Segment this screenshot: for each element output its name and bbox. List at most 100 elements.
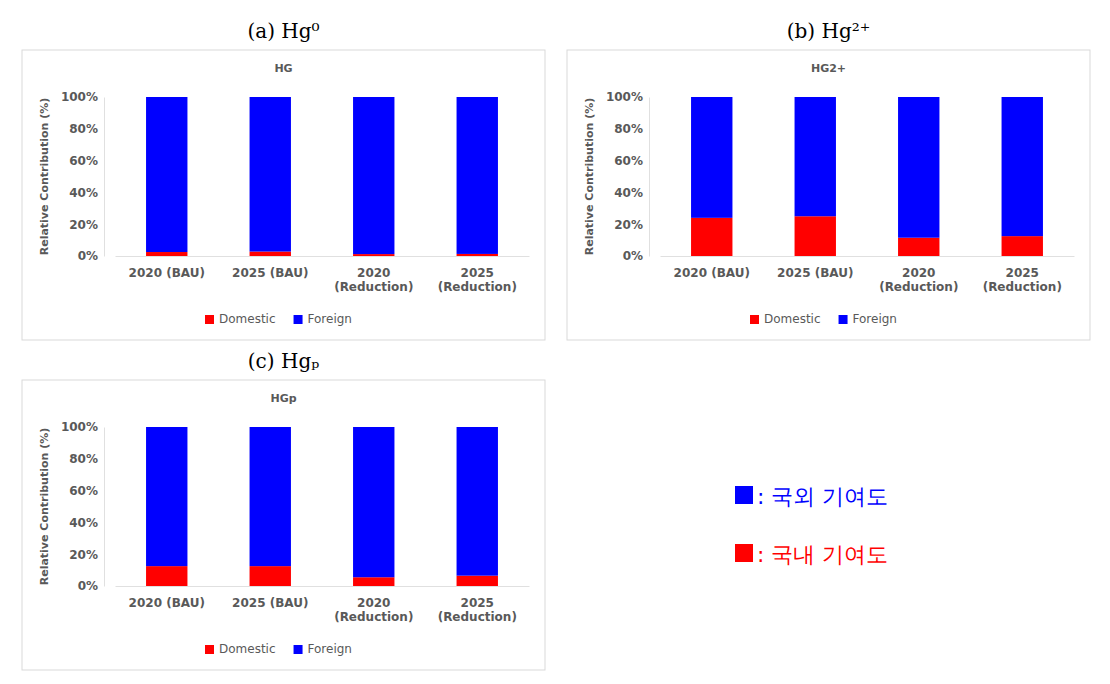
x-axis: 2020 (BAU)2025 (BAU)2020(Reduction)2025(…: [116, 256, 530, 294]
x-tick-label: 2020(Reduction): [334, 266, 413, 294]
bar-segment: [457, 576, 498, 586]
x-tick: 2020 (BAU): [674, 256, 750, 280]
y-tick-label: 60%: [69, 484, 98, 498]
chart-title: HGp: [270, 392, 296, 405]
y-tick: 0%: [78, 249, 104, 263]
bars: [146, 427, 498, 586]
y-tick: 40%: [69, 516, 104, 530]
bar-segment: [898, 238, 939, 256]
x-tick: 2025 (BAU): [777, 256, 853, 280]
y-tick: 20%: [69, 218, 104, 232]
legend-swatch: [205, 645, 214, 654]
legend-swatch: [750, 315, 759, 324]
x-axis: 2020 (BAU)2025 (BAU)2020(Reduction)2025(…: [116, 586, 530, 624]
bar-segment: [353, 97, 394, 254]
x-tick-label: 2025(Reduction): [983, 266, 1062, 294]
legend-swatch: [294, 315, 303, 324]
legend-label: Domestic: [764, 312, 821, 326]
x-tick-label-line: (Reduction): [983, 280, 1062, 294]
chart-title: HG: [274, 62, 292, 75]
bar-segment: [898, 97, 939, 238]
bars: [146, 97, 498, 256]
x-tick: 2025(Reduction): [983, 256, 1062, 294]
legend: DomesticForeign: [205, 312, 352, 326]
y-tick-label: 100%: [606, 90, 643, 104]
y-tick: 20%: [69, 548, 104, 562]
y-tick-label: 20%: [69, 218, 98, 232]
bar-segment: [250, 97, 291, 252]
legend-item: Foreign: [294, 312, 352, 326]
y-axis-title: Relative Contribution (%): [38, 98, 51, 256]
x-tick: 2020 (BAU): [129, 586, 205, 610]
y-tick: 80%: [614, 122, 649, 136]
chart-frame: [22, 380, 545, 670]
x-tick: 2020(Reduction): [334, 256, 413, 294]
bar-segment: [353, 577, 394, 586]
x-tick-label-line: (Reduction): [334, 280, 413, 294]
y-axis: 0% 20% 40% 60% 80% 100%: [61, 90, 105, 263]
y-tick-label: 40%: [69, 516, 98, 530]
y-tick-label: 60%: [614, 154, 643, 168]
chart: HGp 0% 20% 40% 60% 80% 100% Relative Contributi…: [22, 380, 545, 670]
y-axis-line: [649, 98, 650, 257]
legend-label: Foreign: [308, 312, 352, 326]
bar-segment: [795, 97, 836, 216]
x-axis-line: [116, 586, 530, 587]
y-tick-label: 40%: [69, 186, 98, 200]
x-tick: 2025(Reduction): [438, 586, 517, 624]
y-tick: 40%: [69, 186, 104, 200]
legend-swatch: [205, 315, 214, 324]
x-tick-label: 2025(Reduction): [438, 596, 517, 624]
bar-segment: [691, 97, 732, 218]
x-tick-label-line: 2025: [1006, 266, 1039, 280]
legend: Domestic Foreign: [205, 642, 352, 656]
y-tick: 60%: [69, 154, 104, 168]
chart-frame: [22, 50, 545, 340]
y-axis: 0% 20% 40% 60% 80% 100%: [61, 420, 105, 593]
y-tick: 60%: [614, 154, 649, 168]
key-swatch: [735, 486, 753, 504]
x-tick-label-line: 2025: [461, 596, 494, 610]
key-item: : 국외 기여도: [735, 484, 888, 509]
x-tick-label: 2020 (BAU): [129, 596, 205, 610]
y-tick: 0%: [623, 249, 649, 263]
chart: HG2+0%20%40%60%80%100%Relative Contribut…: [567, 50, 1090, 340]
y-tick: 80%: [69, 122, 104, 136]
bar-segment: [691, 218, 732, 256]
y-tick: 100%: [606, 90, 649, 104]
y-axis: 0%20%40%60%80%100%: [606, 90, 650, 263]
legend-item: Foreign: [294, 642, 352, 656]
legend-item: Domestic: [205, 642, 276, 656]
y-tick-label: 100%: [61, 90, 98, 104]
bar-segment: [795, 216, 836, 256]
bar-segment: [457, 97, 498, 254]
x-tick: 2020(Reduction): [334, 586, 413, 624]
legend-label: Foreign: [853, 312, 897, 326]
x-tick-label-line: 2020: [357, 596, 390, 610]
chart-title: HG2+: [811, 62, 846, 75]
y-tick: 100%: [61, 90, 104, 104]
x-tick-label-line: (Reduction): [438, 280, 517, 294]
bar-segment: [250, 252, 291, 256]
y-tick-label: 20%: [614, 218, 643, 232]
y-tick-label: 80%: [69, 452, 98, 466]
legend-item: Domestic: [750, 312, 821, 326]
y-tick-label: 60%: [69, 154, 98, 168]
panel-title: (b) Hg²⁺: [787, 19, 871, 43]
legend-swatch: [294, 645, 303, 654]
key-item: : 국내 기여도: [735, 542, 888, 567]
bar-segment: [146, 97, 187, 252]
x-tick-label: 2025 (BAU): [232, 266, 308, 280]
panel-title: (a) Hg⁰: [247, 19, 319, 43]
x-tick-label: 2025 (BAU): [777, 266, 853, 280]
x-tick-label-line: (Reduction): [334, 610, 413, 624]
x-tick-label: 2020(Reduction): [334, 596, 413, 624]
y-tick: 0%: [78, 579, 104, 593]
y-axis-title: Relative Contribution (%): [38, 428, 51, 586]
y-tick-label: 80%: [614, 122, 643, 136]
y-tick-label: 20%: [69, 548, 98, 562]
legend-label: Foreign: [308, 642, 352, 656]
bar-segment: [457, 254, 498, 256]
chart-frame: [567, 50, 1090, 340]
y-tick-label: 100%: [61, 420, 98, 434]
